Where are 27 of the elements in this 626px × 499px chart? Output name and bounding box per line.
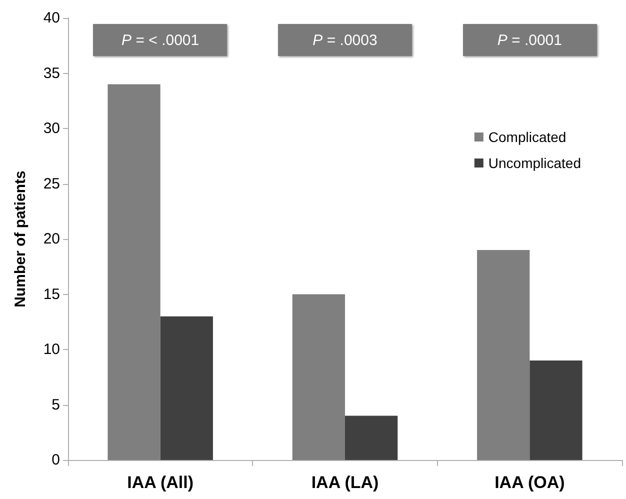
legend-label: Uncomplicated xyxy=(488,155,582,171)
bar xyxy=(160,316,213,460)
y-tick-label: 35 xyxy=(43,64,60,82)
y-tick-label: 30 xyxy=(43,120,60,137)
legend-label: Complicated xyxy=(488,129,566,145)
label-box: P = .0001 xyxy=(462,24,597,56)
annotation: P = .0001 xyxy=(497,32,562,48)
y-tick-label: 25 xyxy=(43,175,60,192)
y-tick-label: 10 xyxy=(43,341,60,358)
label-box: P = < .0001 xyxy=(93,24,228,56)
y-tick-label: 15 xyxy=(43,286,60,303)
x-tick-label: IAA (OA) xyxy=(494,473,565,492)
y-tick-label: 5 xyxy=(52,396,60,414)
y-tick-label: 40 xyxy=(43,10,60,26)
x-tick-label: IAA (All) xyxy=(127,473,194,492)
bar xyxy=(477,250,530,460)
y-tick-label: 0 xyxy=(52,452,60,468)
y-tick-label: 20 xyxy=(43,230,60,248)
label-box: P = .0003 xyxy=(278,24,412,56)
annotation: P = .0003 xyxy=(312,32,378,48)
bar xyxy=(530,360,582,460)
x-tick-label: IAA (LA) xyxy=(311,473,379,492)
bar xyxy=(292,294,345,460)
bar xyxy=(108,84,160,460)
bar xyxy=(345,416,398,460)
y-axis-title: Number of patients xyxy=(12,170,29,308)
annotation: P = < .0001 xyxy=(122,32,200,48)
